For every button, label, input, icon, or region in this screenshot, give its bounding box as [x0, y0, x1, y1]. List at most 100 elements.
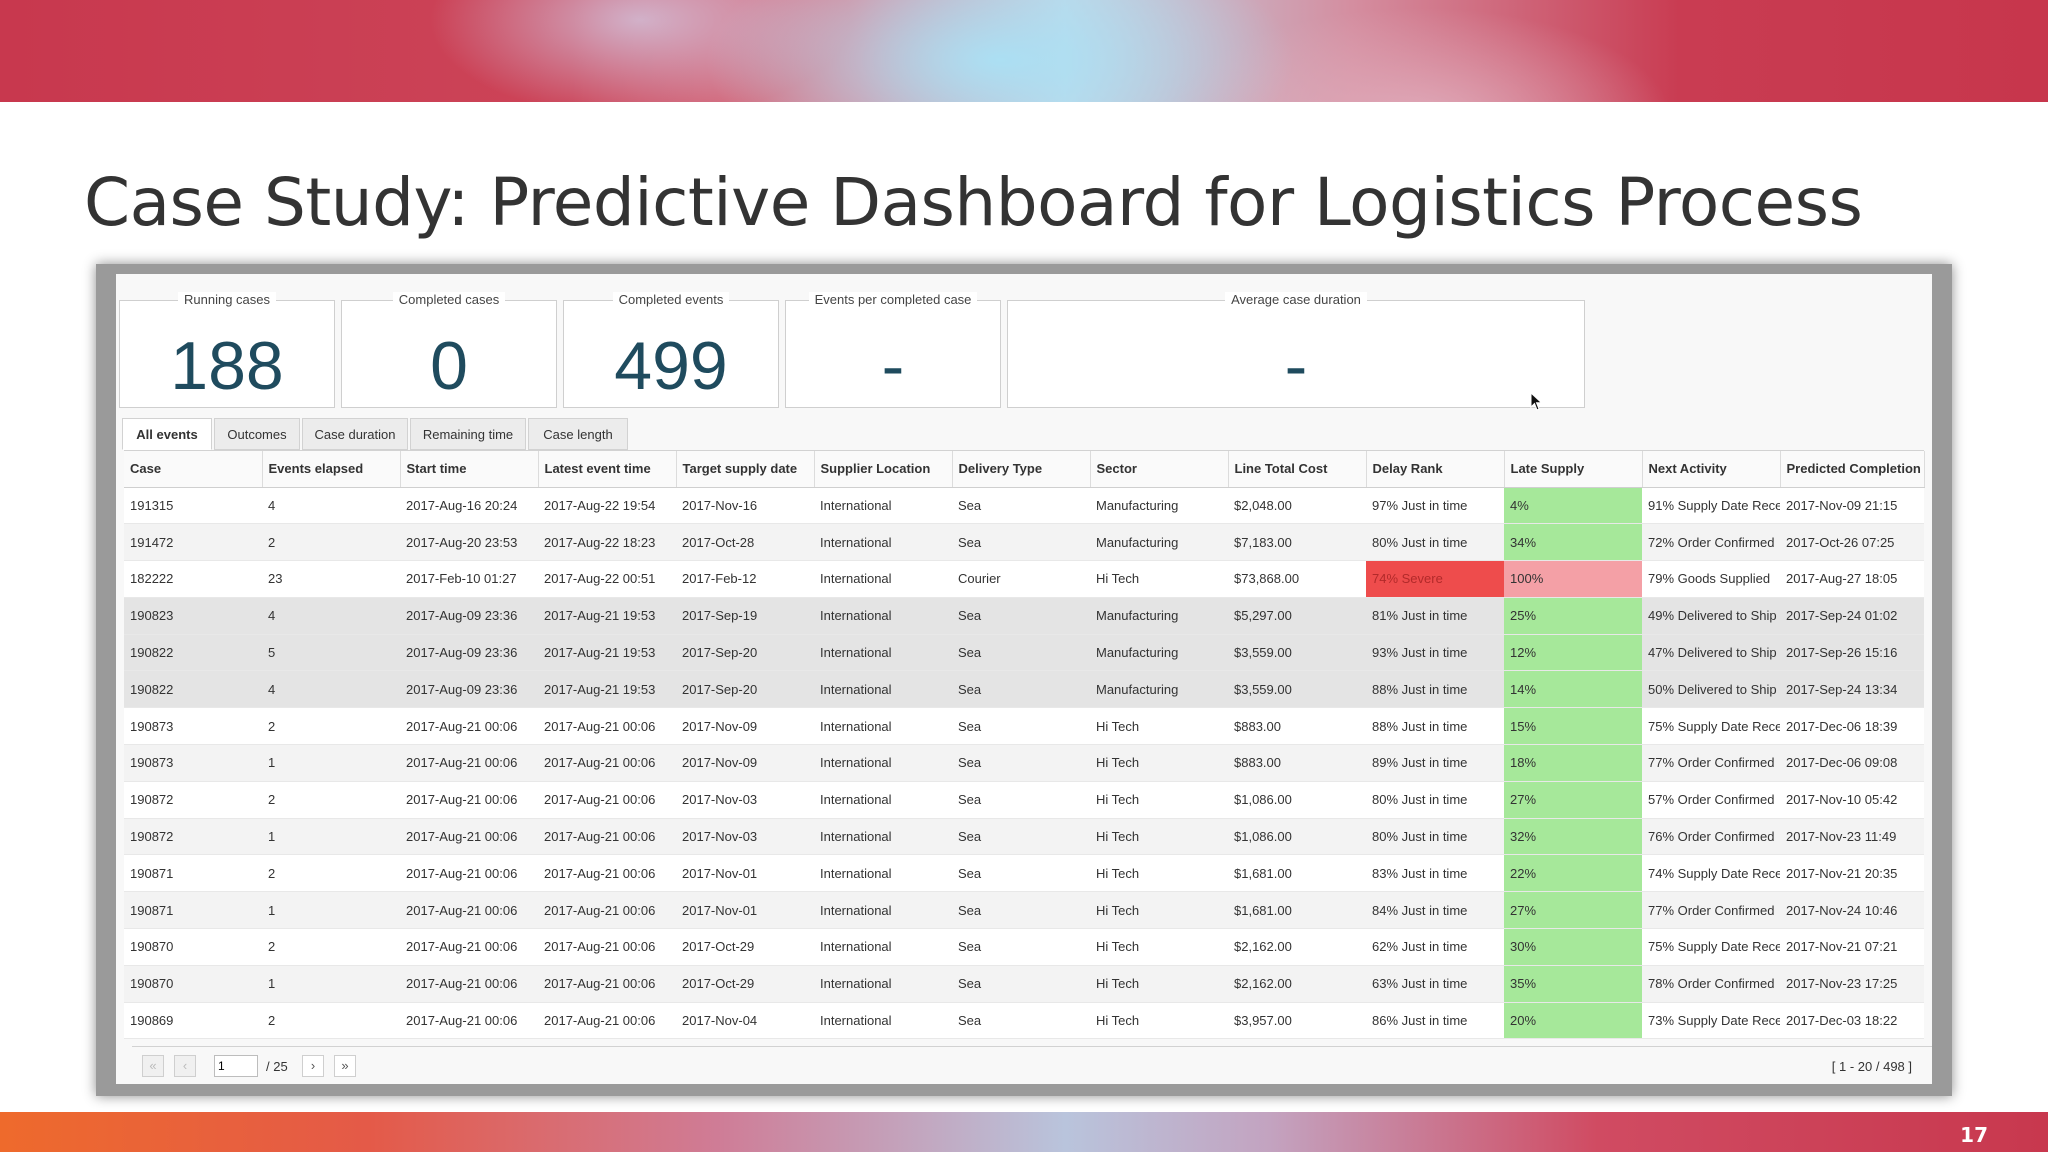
table-row[interactable]: 190872 1 2017-Aug-21 00:06 2017-Aug-21 00:0… [124, 818, 1924, 856]
table-cell: $1,086.00 [1228, 781, 1366, 819]
table-row[interactable]: 190869 2 2017-Aug-21 00:06 2017-Aug-21 00:0… [124, 1002, 1924, 1040]
table-cell: $7,183.00 [1228, 523, 1366, 562]
column-header[interactable]: Predicted Completion [1780, 451, 1925, 488]
chevron-left-icon: ‹ [182, 1058, 188, 1073]
table-cell: 2017-Aug-27 18:05 [1780, 560, 1924, 598]
table-cell: $73,868.00 [1228, 560, 1366, 598]
table-cell: 89% Just in time [1366, 744, 1504, 782]
column-header[interactable]: Next Activity [1642, 451, 1781, 488]
column-header[interactable]: Sector [1090, 451, 1229, 488]
tab-outcomes[interactable]: Outcomes [214, 418, 300, 450]
column-header[interactable]: Late Supply [1504, 451, 1643, 488]
table-cell: 86% Just in time [1366, 1002, 1504, 1040]
previous-page-button[interactable]: ‹ [174, 1055, 196, 1077]
table-cell: 2017-Nov-24 10:46 [1780, 891, 1924, 930]
table-cell: 18% [1504, 744, 1642, 782]
table-cell: Manufacturing [1090, 523, 1228, 562]
slide-page-number: 17 [1960, 1123, 1988, 1147]
column-header[interactable]: Latest event time [538, 451, 677, 488]
page-total-label: / 25 [266, 1059, 288, 1074]
table-row[interactable]: 190871 1 2017-Aug-21 00:06 2017-Aug-21 00:0… [124, 891, 1924, 930]
table-cell: 2017-Aug-21 00:06 [400, 818, 538, 856]
table-cell: 57% Order Confirmed [1642, 781, 1780, 819]
table-cell: Sea [952, 634, 1090, 672]
table-cell: 2017-Aug-21 00:06 [538, 928, 676, 966]
table-cell: 47% Delivered to Ship [1642, 634, 1780, 672]
table-cell: 2017-Sep-20 [676, 670, 814, 709]
column-header[interactable]: Delay Rank [1366, 451, 1505, 488]
table-cell: $1,681.00 [1228, 891, 1366, 930]
table-row[interactable]: 191472 2 2017-Aug-20 23:53 2017-Aug-22 18:2… [124, 523, 1924, 562]
table-cell: 2017-Nov-04 [676, 1002, 814, 1040]
tab-remaining-time[interactable]: Remaining time [410, 418, 526, 450]
table-cell: 2017-Aug-21 19:53 [538, 634, 676, 672]
table-cell: International [814, 487, 952, 525]
table-cell: 62% Just in time [1366, 928, 1504, 966]
first-page-button[interactable]: « [142, 1055, 164, 1077]
column-header[interactable]: Target supply date [676, 451, 815, 488]
table-header-row: Case Events elapsed Start time Latest event… [124, 451, 1925, 488]
table-cell: 2017-Aug-21 19:53 [538, 670, 676, 709]
table-cell: 77% Order Confirmed [1642, 744, 1780, 782]
page-number-input[interactable] [214, 1055, 258, 1077]
table-row[interactable]: 190870 2 2017-Aug-21 00:06 2017-Aug-21 00:0… [124, 928, 1924, 966]
table-cell: 190869 [124, 1002, 262, 1040]
table-cell: 2 [262, 781, 400, 819]
table-cell: 14% [1504, 670, 1642, 709]
mouse-cursor-icon [1530, 392, 1543, 411]
table-cell: 75% Supply Date Received [1642, 707, 1780, 746]
table-cell: 2017-Aug-21 00:06 [400, 891, 538, 930]
table-cell: 2017-Nov-01 [676, 854, 814, 893]
table-cell: 190872 [124, 818, 262, 856]
chevron-right-icon: › [310, 1058, 316, 1073]
table-cell: International [814, 854, 952, 893]
table-cell: $3,559.00 [1228, 634, 1366, 672]
table-cell: 2017-Aug-22 19:54 [538, 487, 676, 525]
table-row[interactable]: 182222 23 2017-Feb-10 01:27 2017-Aug-22 00:… [124, 560, 1924, 598]
column-header[interactable]: Supplier Location [814, 451, 953, 488]
table-row[interactable]: 190822 4 2017-Aug-09 23:36 2017-Aug-21 19:5… [124, 670, 1924, 709]
table-row[interactable]: 191315 4 2017-Aug-16 20:24 2017-Aug-22 19:5… [124, 487, 1924, 525]
column-header[interactable]: Case [124, 451, 263, 488]
table-row[interactable]: 190870 1 2017-Aug-21 00:06 2017-Aug-21 00:0… [124, 965, 1924, 1003]
table-row[interactable]: 190822 5 2017-Aug-09 23:36 2017-Aug-21 19:5… [124, 634, 1924, 672]
table-cell: 27% [1504, 781, 1642, 819]
table-cell: International [814, 523, 952, 562]
table-cell: 100% [1504, 560, 1642, 598]
table-cell: 23 [262, 560, 400, 598]
metric-label: Running cases [178, 292, 276, 307]
table-row[interactable]: 190873 1 2017-Aug-21 00:06 2017-Aug-21 00:0… [124, 744, 1924, 782]
table-cell: 2017-Sep-24 01:02 [1780, 597, 1924, 635]
table-cell: Hi Tech [1090, 965, 1228, 1003]
metric-label: Average case duration [1225, 292, 1367, 307]
tab-case-duration[interactable]: Case duration [302, 418, 408, 450]
table-cell: 2017-Aug-21 00:06 [538, 1002, 676, 1040]
table-cell: 79% Goods Supplied [1642, 560, 1780, 598]
table-cell: 2017-Aug-20 23:53 [400, 523, 538, 562]
table-cell: 2017-Aug-21 00:06 [538, 781, 676, 819]
table-cell: 2017-Nov-21 07:21 [1780, 928, 1924, 966]
next-page-button[interactable]: › [302, 1055, 324, 1077]
table-cell: 2017-Oct-29 [676, 928, 814, 966]
table-row[interactable]: 190823 4 2017-Aug-09 23:36 2017-Aug-21 19:5… [124, 597, 1924, 635]
table-cell: 30% [1504, 928, 1642, 966]
metrics-row: Running cases 188 Completed cases 0 Comp… [119, 292, 1819, 412]
tab-all-events[interactable]: All events [122, 418, 212, 450]
table-cell: 4 [262, 670, 400, 709]
table-row[interactable]: 190873 2 2017-Aug-21 00:06 2017-Aug-21 00:0… [124, 707, 1924, 746]
table-cell: International [814, 781, 952, 819]
column-header[interactable]: Line Total Cost [1228, 451, 1367, 488]
table-cell: Manufacturing [1090, 487, 1228, 525]
table-row[interactable]: 190871 2 2017-Aug-21 00:06 2017-Aug-21 00:0… [124, 854, 1924, 893]
column-header[interactable]: Start time [400, 451, 539, 488]
last-page-button[interactable]: » [334, 1055, 356, 1077]
table-cell: 190871 [124, 854, 262, 893]
table-cell: 2017-Feb-12 [676, 560, 814, 598]
tab-case-length[interactable]: Case length [528, 418, 628, 450]
column-header[interactable]: Delivery Type [952, 451, 1091, 488]
table-cell: International [814, 818, 952, 856]
table-row[interactable]: 190872 2 2017-Aug-21 00:06 2017-Aug-21 00:0… [124, 781, 1924, 819]
column-header[interactable]: Events elapsed [262, 451, 401, 488]
table-cell: 190873 [124, 707, 262, 746]
metric-label: Events per completed case [808, 292, 978, 307]
